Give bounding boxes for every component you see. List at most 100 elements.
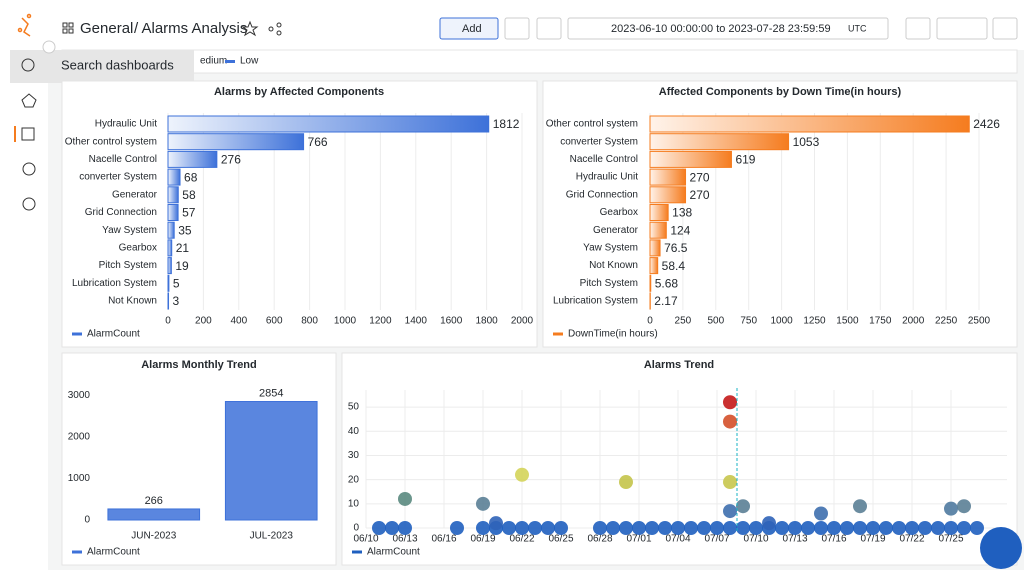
expand-button[interactable]: [42, 40, 56, 54]
admin-icon[interactable]: [22, 197, 36, 211]
chat-button[interactable]: [980, 527, 1022, 569]
page-title: / Alarms Analysis: [134, 20, 247, 37]
legend-swatch: [225, 60, 235, 63]
bar: [649, 150, 732, 168]
time-picker[interactable]: [567, 17, 889, 40]
point: [476, 496, 490, 511]
x-tick-label: 06/28: [587, 534, 612, 545]
x-tick-label: 1000: [770, 316, 793, 327]
point: [853, 521, 867, 535]
x-tick-label: 07/13: [782, 534, 807, 545]
legend-swatch: [72, 550, 82, 554]
point: [632, 521, 646, 535]
bar: [167, 150, 218, 168]
legend-label: edium: [200, 56, 227, 67]
bar: [224, 401, 318, 521]
zoom-out-button[interactable]: [905, 17, 931, 40]
y-tick-label: converter System: [79, 172, 157, 183]
point: [723, 414, 737, 429]
y-tick-label: Gearbox: [119, 243, 157, 254]
y-tick-label: 30: [348, 450, 360, 461]
point: [762, 516, 776, 531]
search-icon[interactable]: [21, 58, 35, 72]
y-tick-label: Not Known: [589, 260, 638, 271]
point: [554, 521, 568, 535]
y-tick-label: 2000: [68, 432, 91, 443]
x-tick-label: 0: [647, 316, 653, 327]
y-tick-label: Other control system: [65, 136, 157, 147]
value-label: 5: [173, 276, 180, 290]
x-tick-label: 06/16: [431, 534, 456, 545]
refresh-button[interactable]: [936, 17, 988, 40]
explore-icon[interactable]: [22, 162, 36, 176]
tv-button[interactable]: [992, 17, 1018, 40]
value-label: 58: [182, 188, 196, 202]
y-tick-label: 40: [348, 426, 360, 437]
point: [905, 521, 919, 535]
starred-icon[interactable]: [21, 93, 37, 108]
x-tick-label: 2500: [968, 316, 991, 327]
dashboards-icon[interactable]: [21, 127, 35, 141]
bar: [649, 168, 687, 186]
point: [840, 521, 854, 535]
bar: [167, 133, 305, 151]
point: [450, 521, 464, 535]
x-tick-label: 2000: [511, 316, 534, 327]
tooltip-text: Search dashboards: [61, 57, 174, 72]
legend-swatch: [352, 550, 362, 554]
grid-icon: [62, 22, 74, 34]
point: [684, 521, 698, 535]
point: [515, 467, 529, 482]
point: [658, 521, 672, 535]
chart-title: Affected Components by Down Time(in hour…: [659, 86, 902, 98]
point: [593, 521, 607, 535]
bar: [649, 221, 667, 239]
x-tick-label: 2250: [935, 316, 958, 327]
bar: [649, 204, 669, 221]
tooltip: [10, 50, 194, 83]
y-tick-label: 1000: [68, 473, 91, 484]
point: [801, 521, 815, 535]
x-tick-label: 1250: [803, 316, 826, 327]
point: [515, 521, 529, 535]
point: [398, 491, 412, 506]
point: [970, 521, 984, 535]
x-tick-label: 06/22: [509, 534, 534, 545]
breadcrumb[interactable]: General: [80, 20, 133, 37]
point: [476, 521, 490, 535]
share-button[interactable]: [268, 22, 282, 36]
value-label: 19: [175, 259, 189, 273]
value-label: 5.68: [655, 276, 679, 290]
point: [528, 521, 542, 535]
save-button[interactable]: [504, 17, 530, 40]
y-tick-label: Grid Connection: [566, 189, 638, 200]
x-tick-label: 07/16: [821, 534, 846, 545]
point: [814, 521, 828, 535]
point: [619, 521, 633, 535]
y-tick-label: Pitch System: [99, 260, 157, 271]
bar: [167, 274, 170, 292]
star-button[interactable]: [241, 20, 259, 37]
bar: [167, 221, 175, 239]
point: [788, 521, 802, 535]
bar: [167, 292, 170, 310]
legend-label: AlarmCount: [367, 547, 420, 558]
x-tick-label: 500: [707, 316, 724, 327]
y-tick-label: 10: [348, 498, 360, 509]
x-tick-label: 200: [195, 316, 212, 327]
bar: [167, 239, 173, 257]
bar: [167, 257, 172, 275]
x-tick-label: 0: [165, 316, 171, 327]
y-tick-label: 0: [84, 515, 90, 526]
y-tick-label: 0: [353, 523, 359, 534]
point: [853, 499, 867, 514]
x-tick-label: 07/04: [665, 534, 690, 545]
value-label: 21: [176, 241, 190, 255]
add-button[interactable]: [439, 17, 499, 40]
legend-label: AlarmCount: [87, 547, 140, 558]
settings-button[interactable]: [536, 17, 562, 40]
y-tick-label: 20: [348, 474, 360, 485]
x-tick-label: 06/13: [392, 534, 417, 545]
value-label: 2854: [259, 387, 283, 399]
